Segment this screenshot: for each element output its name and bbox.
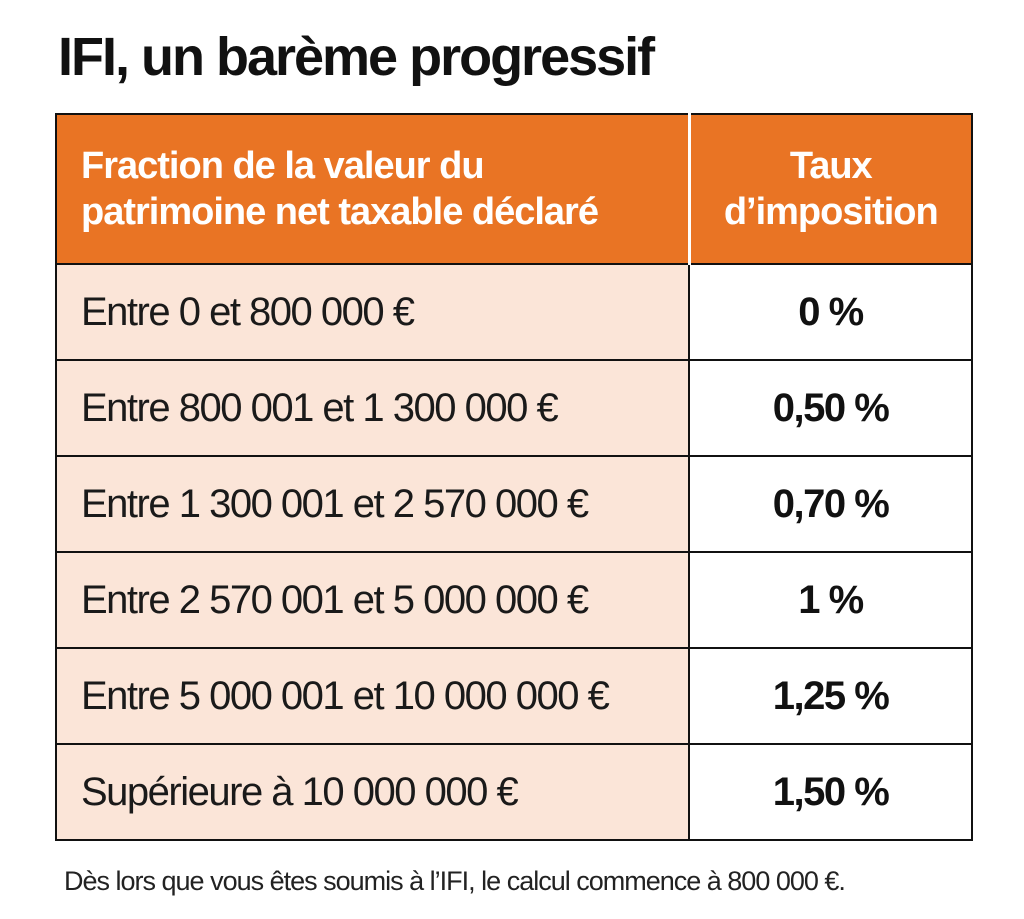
rate-cell: 1,50 % bbox=[688, 743, 973, 841]
footnote: Dès lors que vous êtes soumis à l’IFI, l… bbox=[64, 866, 846, 896]
table-row: Entre 0 et 800 000 € 0 % bbox=[55, 263, 973, 361]
rate-cell: 0 % bbox=[688, 263, 973, 361]
column-header-rate-line: Taux bbox=[789, 145, 873, 187]
table-row: Entre 2 570 001 et 5 000 000 € 1 % bbox=[55, 551, 973, 649]
range-cell: Entre 1 300 001 et 2 570 000 € bbox=[55, 455, 690, 553]
table-row: Entre 5 000 001 et 10 000 000 € 1,25 % bbox=[55, 647, 973, 745]
range-cell: Entre 5 000 001 et 10 000 000 € bbox=[55, 647, 690, 745]
column-header-fraction-line: patrimoine net taxable déclaré bbox=[81, 191, 599, 233]
table-row: Supérieure à 10 000 000 € 1,50 % bbox=[55, 743, 973, 841]
column-header-fraction-line: Fraction de la valeur du bbox=[81, 145, 485, 187]
rate-cell: 1 % bbox=[688, 551, 973, 649]
range-cell: Entre 0 et 800 000 € bbox=[55, 263, 690, 361]
page-title: IFI, un barème progressif bbox=[58, 27, 655, 87]
table-row: Entre 800 001 et 1 300 000 € 0,50 % bbox=[55, 359, 973, 457]
column-header-rate: Taux d’imposition bbox=[687, 113, 973, 265]
rate-cell: 0,50 % bbox=[688, 359, 973, 457]
rate-cell: 0,70 % bbox=[688, 455, 973, 553]
tax-scale-table: Fraction de la valeur du patrimoine net … bbox=[55, 113, 973, 841]
range-cell: Entre 800 001 et 1 300 000 € bbox=[55, 359, 690, 457]
column-header-fraction: Fraction de la valeur du patrimoine net … bbox=[55, 113, 690, 265]
rate-cell: 1,25 % bbox=[688, 647, 973, 745]
column-header-rate-line: d’imposition bbox=[723, 191, 939, 233]
table-header-row: Fraction de la valeur du patrimoine net … bbox=[55, 113, 973, 265]
range-cell: Entre 2 570 001 et 5 000 000 € bbox=[55, 551, 690, 649]
table-row: Entre 1 300 001 et 2 570 000 € 0,70 % bbox=[55, 455, 973, 553]
range-cell: Supérieure à 10 000 000 € bbox=[55, 743, 690, 841]
